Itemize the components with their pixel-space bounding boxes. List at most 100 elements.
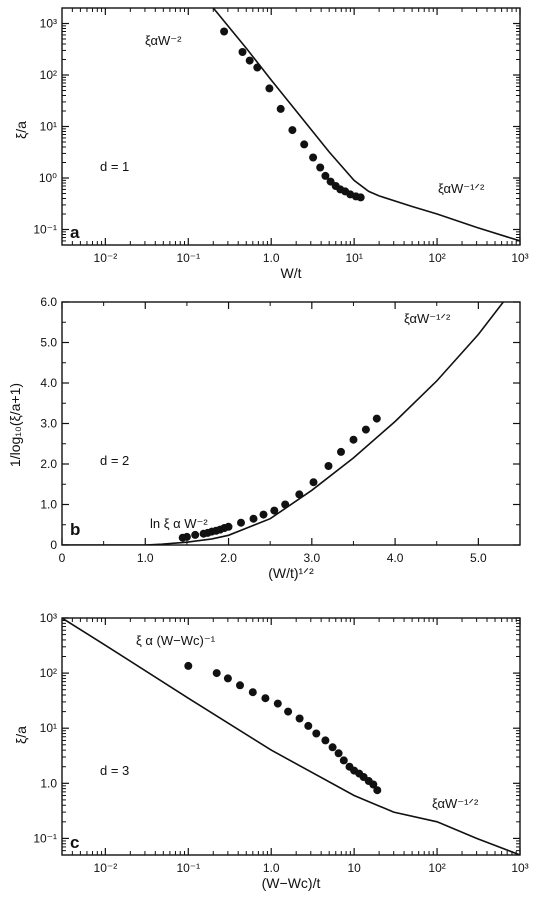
data-point: [236, 681, 244, 690]
data-point: [339, 756, 348, 765]
y-tick-label: 5.0: [40, 336, 57, 350]
y-tick-label: 3.0: [40, 417, 57, 431]
data-point: [295, 714, 304, 723]
plot-frame: [61, 617, 521, 856]
x-axis-label: (W/t)¹ᐟ²: [268, 565, 314, 581]
y-tick-label: 10⁻¹: [33, 222, 57, 236]
x-tick-label: 10: [347, 861, 361, 875]
data-point: [237, 518, 245, 527]
y-tick-label: 10¹: [40, 721, 57, 735]
x-tick-label: 0: [59, 551, 66, 565]
data-point: [372, 414, 381, 423]
x-tick-label: 1.0: [263, 251, 280, 265]
y-axis-label: ξ/a: [13, 726, 29, 744]
data-point: [261, 694, 270, 703]
x-tick-label: 10¹: [345, 251, 362, 265]
data-point: [356, 193, 365, 202]
data-point: [312, 729, 321, 738]
x-tick-label: 10⁻¹: [176, 251, 200, 265]
annotation: ξαW⁻²: [145, 33, 182, 48]
theory-curve: [62, 302, 504, 545]
annotation: ξαW⁻¹ᐟ²: [404, 311, 451, 326]
annotation: d = 2: [100, 453, 129, 468]
data-point: [276, 104, 285, 113]
x-tick-label: 2.0: [220, 551, 237, 565]
data-point: [270, 506, 279, 515]
y-axis-label: 1/log₁₀(ξ/a+1): [7, 383, 23, 467]
y-tick-label: 10³: [40, 611, 57, 625]
x-tick-label: 10²: [428, 251, 445, 265]
x-axis-label: (W−Wc)/t: [262, 875, 321, 891]
x-tick-label: 3.0: [303, 551, 320, 565]
panel-letter: c: [70, 833, 79, 852]
y-tick-label: 10⁻¹: [33, 831, 57, 845]
x-tick-label: 1.0: [263, 861, 280, 875]
annotation: d = 3: [100, 763, 129, 778]
panel-letter: b: [70, 520, 80, 539]
x-tick-label: 10⁻²: [94, 861, 118, 875]
y-tick-label: 10¹: [40, 120, 57, 134]
x-tick-label: 4.0: [387, 551, 404, 565]
data-point: [265, 84, 274, 93]
x-tick-label: 10⁻²: [94, 251, 118, 265]
plot-frame: [61, 301, 521, 546]
annotation: ξ α (W−Wc)⁻¹: [136, 633, 216, 648]
annotation: ξαW⁻¹ᐟ²: [432, 796, 479, 811]
data-point: [224, 522, 233, 531]
data-point: [309, 478, 318, 487]
x-tick-label: 10³: [511, 861, 528, 875]
data-point: [238, 48, 247, 56]
x-tick-label: 10²: [428, 861, 445, 875]
data-point: [373, 786, 382, 795]
data-point: [300, 140, 309, 149]
data-point: [248, 688, 257, 697]
theory-curve: [62, 618, 520, 855]
data-point: [259, 510, 268, 519]
data-point: [191, 530, 200, 539]
data-point: [245, 56, 254, 65]
x-axis-label: W/t: [281, 265, 302, 281]
theory-curve: [212, 8, 520, 242]
data-point: [328, 743, 337, 752]
annotation: ln ξ α W⁻²: [150, 516, 208, 531]
data-point: [304, 721, 313, 730]
y-tick-label: 4.0: [40, 376, 57, 390]
data-point: [349, 435, 358, 444]
panel-letter: a: [70, 223, 80, 242]
data-point: [316, 163, 325, 172]
data-point: [321, 171, 330, 180]
data-point: [249, 514, 258, 523]
data-point: [223, 674, 232, 683]
x-tick-label: 1.0: [137, 551, 154, 565]
data-point: [324, 462, 333, 470]
y-tick-label: 1.0: [40, 498, 57, 512]
y-tick-label: 10²: [40, 666, 57, 680]
y-tick-label: 6.0: [40, 295, 57, 309]
x-tick-label: 10³: [511, 251, 528, 265]
y-tick-label: 10²: [40, 68, 57, 82]
data-point: [220, 27, 229, 36]
x-tick-label: 5.0: [470, 551, 487, 565]
x-tick-label: 10⁻¹: [176, 861, 200, 875]
y-tick-label: 0: [50, 538, 57, 552]
data-point: [334, 749, 343, 758]
y-axis-label: ξ/a: [13, 121, 29, 139]
y-tick-label: 2.0: [40, 457, 57, 471]
data-point: [295, 490, 304, 499]
data-point: [321, 736, 330, 745]
data-point: [288, 126, 297, 135]
data-point: [284, 707, 293, 716]
y-tick-label: 10³: [40, 17, 57, 31]
data-point: [184, 661, 193, 670]
annotation: ξαW⁻¹ᐟ²: [438, 181, 485, 196]
data-point: [212, 669, 221, 678]
y-tick-label: 1.0: [40, 776, 57, 790]
data-point: [182, 532, 191, 541]
annotation: d = 1: [100, 159, 129, 174]
panel-b: 0 1.0 2.0 3.0 4.0 5.0 0 1.0 2.0 3.0 4.0 5.0 6.0 ξαW⁻¹…: [7, 295, 521, 581]
data-point: [369, 780, 378, 789]
data-point: [273, 699, 282, 708]
data-point: [309, 153, 318, 162]
panel-c: 10⁻² 10⁻¹ 1.0 10 10² 10³ 10⁻¹ 1.0 10¹ 10² 10³ ξ α (…: [13, 611, 529, 891]
